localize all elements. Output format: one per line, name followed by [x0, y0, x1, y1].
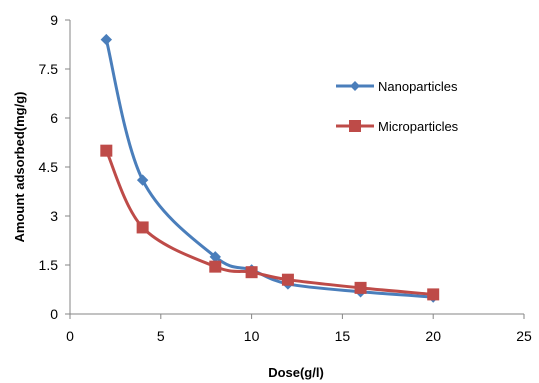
- data-point-nanoparticles: [136, 174, 149, 186]
- x-tick-label: 15: [335, 328, 351, 344]
- legend: Nanoparticles Microparticles: [336, 79, 459, 134]
- legend-label-microparticles: Microparticles: [378, 119, 459, 134]
- data-point-microparticles: [245, 266, 258, 279]
- data-point-microparticles: [209, 260, 222, 273]
- series-microparticles: [100, 144, 440, 301]
- y-tick-label: 7.5: [39, 61, 59, 77]
- y-tick-label: 3: [50, 208, 58, 224]
- x-tick-label: 5: [157, 328, 165, 344]
- data-point-microparticles: [354, 281, 367, 294]
- x-axis-title: Dose(g/l): [268, 365, 324, 380]
- legend-marker-nanoparticles: [350, 81, 360, 91]
- series-layer: [100, 33, 440, 303]
- x-tick-label: 0: [66, 328, 74, 344]
- data-point-microparticles: [427, 288, 440, 301]
- series-nanoparticles: [100, 33, 439, 303]
- data-point-nanoparticles: [100, 33, 113, 46]
- y-tick-label: 9: [50, 12, 58, 28]
- x-tick-label: 10: [244, 328, 260, 344]
- data-point-microparticles: [136, 221, 149, 234]
- y-tick-label: 0: [50, 306, 58, 322]
- legend-label-nanoparticles: Nanoparticles: [378, 79, 458, 94]
- y-tick-label: 4.5: [39, 159, 59, 175]
- series-line-microparticles: [104, 150, 434, 296]
- y-tick-label: 6: [50, 110, 58, 126]
- data-point-microparticles: [100, 144, 113, 157]
- legend-marker-microparticles: [349, 120, 361, 132]
- x-tick-label: 20: [425, 328, 441, 344]
- y-axis-title: Amount adsorbed(mg/g): [12, 92, 27, 243]
- y-tick-label: 1.5: [39, 257, 59, 273]
- x-tick-label: 25: [516, 328, 532, 344]
- axes: 0 5 10 15 20 25 0 1.5 3 4.5 6 7.5 9: [39, 12, 532, 344]
- data-point-microparticles: [281, 273, 294, 286]
